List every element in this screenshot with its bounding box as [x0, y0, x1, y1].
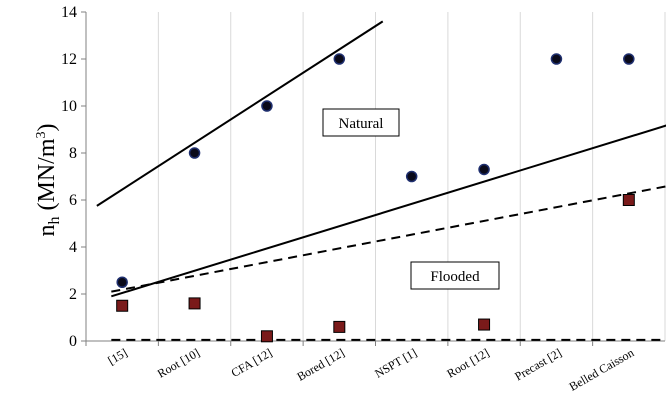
y-axis-label: nh (MN/m3): [34, 124, 63, 237]
data-marks: [116, 53, 635, 343]
y-tick-label: 8: [69, 145, 77, 162]
natural-annotation-text: Natural: [339, 116, 384, 132]
x-tick-label: Root [12]: [444, 345, 491, 380]
flooded-point: [478, 318, 491, 331]
flooded-point: [260, 330, 273, 343]
natural-point: [333, 53, 346, 65]
natural-point: [188, 147, 201, 159]
flooded-point: [333, 320, 346, 333]
grid-layer: [157, 12, 666, 341]
y-tick-label: 14: [61, 4, 77, 21]
y-tick-label: 12: [61, 51, 77, 68]
trend-lines: [96, 20, 666, 341]
natural-annotation-box: Natural: [322, 108, 400, 137]
natural-point: [116, 276, 128, 288]
tick-labels: 0 2 4 6 8 10 12 14 [15] Root [10] CFA [12] Bored [1…: [61, 4, 636, 394]
y-tick-label: 6: [69, 192, 77, 209]
x-tick-label: Root [10]: [155, 345, 202, 380]
x-tick-label: [15]: [105, 345, 129, 367]
x-tick-label: NSPT [1]: [372, 345, 419, 380]
natural-point: [478, 163, 490, 176]
flooded-annotation-text: Flooded: [430, 269, 480, 285]
axes-layer: [81, 11, 665, 346]
x-tick-label: CFA [12]: [229, 345, 275, 380]
x-tick-label: Bored [12]: [294, 345, 346, 383]
flooded-point: [622, 194, 635, 206]
y-tick-label: 4: [69, 239, 77, 256]
flooded-point: [188, 297, 201, 310]
y-tick-label: 0: [69, 333, 77, 350]
natural-point: [550, 53, 563, 65]
natural-point: [405, 170, 418, 183]
x-tick-label: Belled Caisson: [567, 345, 637, 393]
y-tick-label: 2: [69, 286, 77, 303]
x-tick-label: Precast [2]: [512, 345, 564, 383]
natural-point: [623, 53, 635, 65]
trend-line-dashed: [111, 185, 666, 293]
natural-point: [261, 100, 273, 112]
y-tick-label: 10: [61, 98, 77, 115]
flooded-annotation-box: Flooded: [410, 261, 500, 290]
flooded-point: [116, 299, 129, 312]
trend-line-solid: [96, 20, 384, 207]
trend-line-solid: [111, 124, 666, 298]
